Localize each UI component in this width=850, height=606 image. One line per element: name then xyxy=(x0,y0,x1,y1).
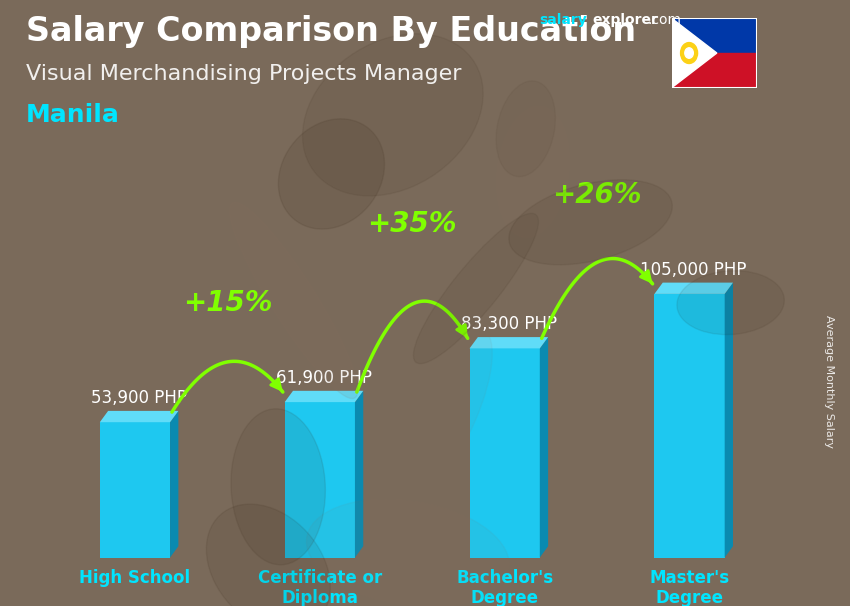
Ellipse shape xyxy=(230,202,358,399)
Polygon shape xyxy=(654,282,733,294)
Ellipse shape xyxy=(496,81,555,176)
Ellipse shape xyxy=(413,213,539,364)
Circle shape xyxy=(685,48,694,58)
Text: 53,900 PHP: 53,900 PHP xyxy=(91,389,187,407)
Polygon shape xyxy=(99,411,178,422)
Text: +15%: +15% xyxy=(183,288,272,317)
Text: .com: .com xyxy=(648,13,682,27)
Polygon shape xyxy=(285,391,363,402)
Text: salary: salary xyxy=(540,13,587,27)
Ellipse shape xyxy=(231,409,326,565)
Polygon shape xyxy=(469,348,540,558)
Text: +26%: +26% xyxy=(552,181,642,208)
Polygon shape xyxy=(725,282,733,558)
Ellipse shape xyxy=(307,499,509,606)
Ellipse shape xyxy=(207,504,331,606)
Text: 83,300 PHP: 83,300 PHP xyxy=(461,315,557,333)
Text: Visual Merchandising Projects Manager: Visual Merchandising Projects Manager xyxy=(26,64,461,84)
Text: Salary Comparison By Education: Salary Comparison By Education xyxy=(26,15,636,48)
Text: 61,900 PHP: 61,900 PHP xyxy=(276,369,372,387)
Polygon shape xyxy=(355,391,363,558)
Bar xyxy=(672,18,756,53)
Text: Average Monthly Salary: Average Monthly Salary xyxy=(824,315,834,448)
Ellipse shape xyxy=(394,328,492,499)
Polygon shape xyxy=(170,411,178,558)
Ellipse shape xyxy=(677,271,785,335)
Ellipse shape xyxy=(279,119,384,229)
Polygon shape xyxy=(654,294,725,558)
Polygon shape xyxy=(672,18,717,88)
Bar xyxy=(672,53,756,88)
Text: 105,000 PHP: 105,000 PHP xyxy=(640,261,747,279)
Ellipse shape xyxy=(303,34,483,196)
Circle shape xyxy=(681,42,698,64)
Text: explorer: explorer xyxy=(592,13,658,27)
Ellipse shape xyxy=(496,106,570,238)
Text: +35%: +35% xyxy=(367,210,457,238)
Polygon shape xyxy=(469,337,548,348)
Text: Manila: Manila xyxy=(26,103,119,127)
Ellipse shape xyxy=(509,180,672,265)
Polygon shape xyxy=(540,337,548,558)
Polygon shape xyxy=(285,402,355,558)
Polygon shape xyxy=(99,422,170,558)
